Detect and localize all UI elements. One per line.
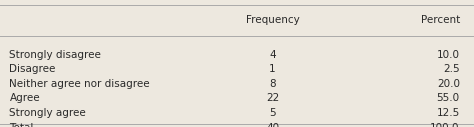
Text: Agree: Agree (9, 93, 40, 103)
Text: 22: 22 (266, 93, 279, 103)
Text: 1: 1 (269, 64, 276, 74)
Text: Strongly agree: Strongly agree (9, 108, 86, 118)
Text: Disagree: Disagree (9, 64, 56, 74)
Text: 55.0: 55.0 (437, 93, 460, 103)
Text: 5: 5 (269, 108, 276, 118)
Text: 8: 8 (269, 79, 276, 89)
Text: 40: 40 (266, 123, 279, 127)
Text: 20.0: 20.0 (437, 79, 460, 89)
Text: Neither agree nor disagree: Neither agree nor disagree (9, 79, 150, 89)
Text: Total: Total (9, 123, 34, 127)
Text: 12.5: 12.5 (437, 108, 460, 118)
Text: 10.0: 10.0 (437, 50, 460, 60)
Text: 4: 4 (269, 50, 276, 60)
Text: Percent: Percent (420, 15, 460, 25)
Text: 100.0: 100.0 (430, 123, 460, 127)
Text: 2.5: 2.5 (443, 64, 460, 74)
Text: Strongly disagree: Strongly disagree (9, 50, 101, 60)
Text: Frequency: Frequency (246, 15, 300, 25)
